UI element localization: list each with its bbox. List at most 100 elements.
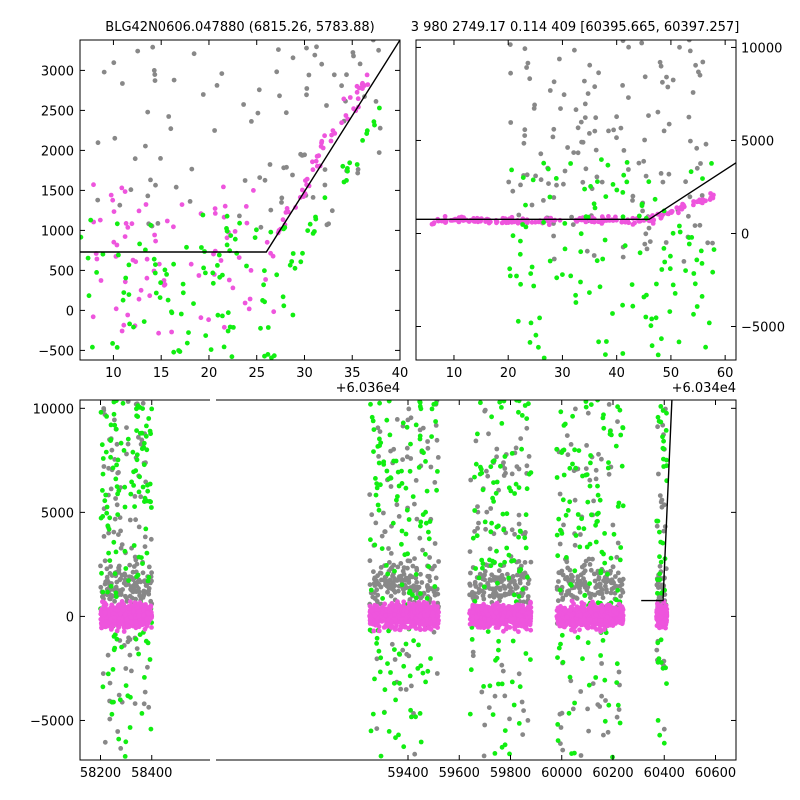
data-point-green [215, 312, 221, 318]
data-point-grey [488, 506, 494, 511]
data-point-magenta [601, 627, 607, 632]
data-point-green [98, 409, 104, 415]
data-point-grey [375, 573, 380, 579]
data-point-grey [132, 494, 138, 499]
data-point-grey [619, 582, 625, 587]
data-point-green [545, 166, 551, 172]
data-point-green [374, 635, 380, 641]
data-point-green [107, 515, 113, 521]
data-point-green [80, 234, 84, 240]
x-offset-label: +6.034e4 [672, 381, 736, 396]
x-tick-label: 15 [153, 366, 170, 381]
data-point-grey [609, 586, 615, 592]
data-point-grey [379, 533, 385, 539]
data-point-green [142, 675, 147, 680]
data-point-green [522, 535, 528, 541]
data-point-grey [551, 195, 557, 200]
data-point-green [404, 507, 410, 513]
data-point-grey [468, 477, 474, 483]
data-point-grey [522, 560, 528, 565]
data-point-magenta [605, 623, 611, 629]
data-point-grey [119, 572, 125, 578]
data-point-green [688, 169, 694, 175]
data-point-grey [568, 576, 574, 582]
data-point-grey [580, 179, 586, 185]
data-point-grey [470, 649, 476, 655]
data-point-green [382, 687, 388, 693]
x-tick-label: 25 [248, 366, 265, 381]
data-point-green [663, 428, 669, 433]
data-point-grey [525, 594, 531, 599]
data-point-grey [515, 572, 520, 578]
data-point-green [131, 543, 137, 548]
data-point-green [579, 516, 584, 522]
data-point-grey [143, 143, 148, 149]
data-point-green [121, 290, 127, 295]
data-point-grey [561, 92, 567, 98]
data-point-magenta [145, 621, 150, 627]
data-point-grey [482, 569, 488, 574]
data-point-green [569, 751, 574, 756]
data-point-grey [326, 221, 331, 227]
data-point-green [620, 351, 626, 356]
data-point-magenta [313, 158, 319, 164]
data-point-grey [171, 77, 177, 83]
data-point-green [88, 217, 94, 223]
data-point-grey [611, 127, 616, 133]
data-point-grey [590, 681, 596, 686]
data-point-grey [329, 208, 335, 214]
data-point-green [515, 318, 521, 324]
data-point-grey [705, 240, 711, 246]
data-point-green [656, 418, 662, 424]
data-point-magenta [408, 620, 414, 626]
data-point-grey [102, 558, 108, 564]
data-point-green [145, 482, 150, 488]
data-point-grey [518, 573, 524, 579]
data-point-green [126, 262, 132, 268]
y-tick-label: −500 [38, 344, 74, 359]
data-point-grey [101, 534, 107, 539]
data-point-grey [283, 110, 289, 116]
data-point-grey [306, 72, 312, 78]
data-point-green [686, 241, 692, 247]
data-point-green [661, 438, 666, 444]
data-point-grey [118, 576, 124, 582]
data-point-green [600, 256, 606, 262]
data-point-green [520, 175, 526, 181]
data-point-magenta [478, 606, 484, 612]
data-point-grey [403, 578, 408, 583]
data-point-grey [420, 547, 425, 553]
data-point-grey [547, 88, 553, 93]
data-point-magenta [91, 182, 96, 188]
data-point-grey [95, 140, 101, 146]
model-line [641, 400, 673, 602]
data-point-green [517, 684, 523, 690]
data-point-grey [133, 596, 139, 602]
data-point-grey [573, 406, 578, 412]
data-point-grey [525, 60, 531, 66]
data-point-magenta [112, 615, 117, 620]
data-point-magenta [570, 621, 576, 627]
data-point-magenta [121, 629, 127, 634]
data-point-magenta [136, 296, 142, 302]
data-point-grey [145, 193, 151, 199]
data-point-green [271, 353, 277, 359]
data-point-grey [116, 692, 122, 698]
data-point-grey [657, 59, 663, 65]
data-point-green [655, 590, 660, 596]
data-point-green [622, 243, 628, 249]
data-points [80, 40, 383, 360]
data-point-green [113, 590, 119, 596]
data-point-green [127, 321, 132, 327]
data-point-grey [551, 256, 557, 262]
data-point-green [220, 272, 225, 278]
data-point-green [147, 657, 153, 662]
data-point-green [418, 663, 424, 669]
data-point-green [144, 498, 150, 504]
data-point-grey [566, 588, 572, 594]
data-point-grey [123, 582, 129, 588]
data-point-green [435, 469, 440, 474]
data-point-green [588, 402, 594, 407]
data-point-grey [394, 502, 400, 508]
data-point-grey [568, 442, 574, 447]
